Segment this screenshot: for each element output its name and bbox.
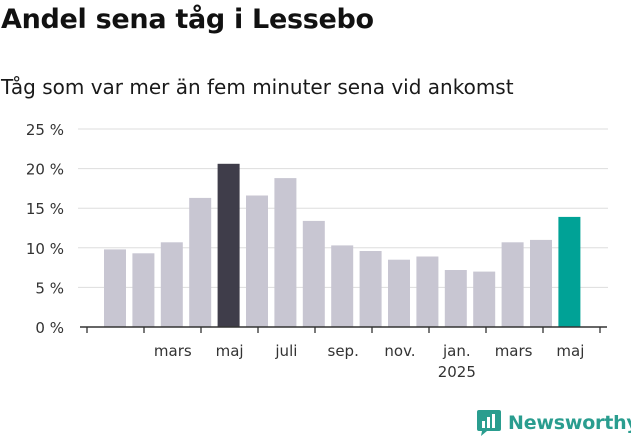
bar-2024-11 bbox=[388, 259, 410, 327]
bar-2025-01 bbox=[444, 270, 467, 327]
y-tick-label: 15 % bbox=[26, 200, 64, 218]
x-tick-label: maj bbox=[216, 342, 244, 360]
y-tick-label: 10 % bbox=[26, 240, 64, 258]
bar-2024-08 bbox=[302, 220, 325, 327]
bar-2024-04 bbox=[189, 197, 212, 327]
newsworthy-logo: Newsworthy bbox=[476, 408, 631, 438]
x-tick-label: maj bbox=[556, 342, 584, 360]
y-tick-label: 0 % bbox=[35, 319, 64, 337]
bar-2025-05 bbox=[558, 216, 581, 327]
y-tick-label: 25 % bbox=[26, 121, 64, 139]
bar-2024-05 bbox=[217, 163, 240, 327]
x-axis-labels: mars maj juli sep. nov. jan. 2025 mars maj bbox=[154, 342, 584, 381]
x-tick-label: jan. bbox=[442, 342, 471, 360]
chart-title: Andel sena tåg i Lessebo bbox=[1, 4, 374, 35]
x-tick-label: nov. bbox=[384, 342, 415, 360]
y-tick-label: 20 % bbox=[26, 161, 64, 179]
bar-2025-02 bbox=[473, 271, 496, 327]
x-tick-label: juli bbox=[274, 342, 297, 360]
bar-2024-07 bbox=[274, 178, 297, 327]
x-tick-label: sep. bbox=[328, 342, 359, 360]
bars bbox=[104, 163, 581, 327]
bar-2024-10 bbox=[359, 251, 382, 327]
y-axis-labels: 0 % 5 % 10 % 15 % 20 % 25 % bbox=[26, 121, 64, 337]
bar-chart-logo-icon bbox=[477, 410, 501, 436]
x-tick-label: mars bbox=[154, 342, 192, 360]
x-tick-label: mars bbox=[495, 342, 533, 360]
brand-name: Newsworthy bbox=[508, 412, 631, 434]
bar-2024-03 bbox=[160, 242, 183, 327]
bar-2025-03 bbox=[501, 242, 524, 327]
bar-2024-01 bbox=[104, 249, 126, 327]
bar-2024-09 bbox=[331, 245, 354, 327]
bar-2024-12 bbox=[416, 256, 439, 327]
x-axis bbox=[80, 326, 607, 333]
bar-2025-04 bbox=[530, 239, 552, 327]
bar-2024-06 bbox=[246, 195, 268, 327]
chart-subtitle: Tåg som var mer än fem minuter sena vid … bbox=[1, 75, 514, 99]
bar-2024-02 bbox=[132, 253, 155, 327]
y-tick-label: 5 % bbox=[35, 279, 64, 297]
x-tick-sublabel: 2025 bbox=[438, 363, 476, 381]
